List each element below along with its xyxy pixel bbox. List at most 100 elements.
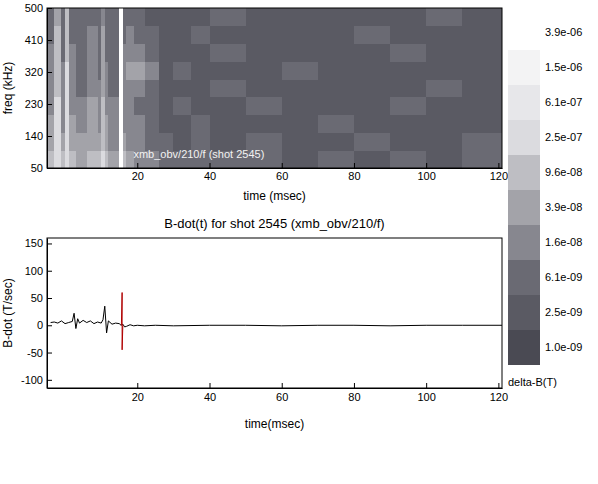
heatmap-cell xyxy=(61,26,65,44)
heatmap-cell xyxy=(98,79,102,97)
heatmap-cell xyxy=(105,26,109,44)
heatmap-cell xyxy=(426,61,463,79)
heatmap-cell xyxy=(145,115,160,133)
heatmap-cell xyxy=(210,8,247,26)
heatmap-cell xyxy=(108,115,119,133)
heatmap-cell xyxy=(426,132,463,150)
x-axis-title: time (msec) xyxy=(243,189,306,203)
heatmap-cell xyxy=(119,150,123,168)
heatmap-cell xyxy=(191,115,209,133)
heatmap-cell xyxy=(101,150,105,168)
colorbar: 3.9e-061.5e-066.1e-072.5e-079.6e-083.9e-… xyxy=(508,15,582,389)
colorbar-tick-label: 3.9e-08 xyxy=(545,201,582,213)
heatmap-cell xyxy=(87,115,98,133)
x-tick-label: 80 xyxy=(348,170,360,182)
heatmap-cell xyxy=(105,115,109,133)
heatmap-cell xyxy=(65,61,69,79)
heatmap-cell xyxy=(145,26,160,44)
y-tick: 230 xyxy=(25,98,52,110)
colorbar-tick-label: 3.9e-06 xyxy=(545,26,582,38)
y-tick: 500 xyxy=(25,2,52,14)
y-tick-mark xyxy=(47,325,52,326)
heatmap-cell xyxy=(159,26,174,44)
heatmap-cell xyxy=(76,61,87,79)
heatmap-cell xyxy=(462,79,502,97)
heatmap-cell xyxy=(119,8,123,26)
x-tick-mark xyxy=(282,163,283,168)
x-tick: 100 xyxy=(417,163,435,182)
heatmap-cell xyxy=(101,97,105,115)
heatmap-cell xyxy=(65,115,69,133)
heatmap-cell xyxy=(159,61,174,79)
heatmap-cell xyxy=(318,61,355,79)
y-tick-label: 100 xyxy=(25,265,43,277)
x-tick-mark xyxy=(210,383,211,388)
heatmap-cell xyxy=(354,26,391,44)
heatmap-cell xyxy=(123,61,127,79)
chart-svg: 2040608010012050140230320410500time (mse… xyxy=(0,0,598,484)
heatmap-cell xyxy=(354,79,391,97)
heatmap-cell xyxy=(108,8,119,26)
y-tick-label: 140 xyxy=(25,130,43,142)
heatmap-cell xyxy=(426,8,463,26)
heatmap-cell xyxy=(126,44,134,62)
heatmap-cell xyxy=(87,79,98,97)
plot-frame xyxy=(47,8,502,168)
heatmap-cell xyxy=(54,79,62,97)
y-axis-title: B-dot (T/sec) xyxy=(1,278,15,347)
heatmap-cell xyxy=(119,97,123,115)
heatmap-cell xyxy=(54,26,62,44)
heatmap-cell xyxy=(282,79,319,97)
x-tick-mark xyxy=(426,383,427,388)
heatmap-cell xyxy=(87,150,98,168)
heatmap-cell xyxy=(108,132,119,150)
colorbar-tick-label: 6.1e-07 xyxy=(545,96,582,108)
x-tick-label: 100 xyxy=(417,391,435,403)
heatmap-cell xyxy=(105,132,109,150)
heatmap-cell xyxy=(390,132,427,150)
colorbar-box xyxy=(508,225,540,260)
heatmap-cell xyxy=(65,132,69,150)
heatmap-cell xyxy=(318,132,355,150)
heatmap-cell xyxy=(191,8,209,26)
heatmap-cell xyxy=(54,150,62,168)
heatmap-cell xyxy=(354,97,391,115)
x-tick: 40 xyxy=(204,383,216,403)
x-tick: 20 xyxy=(132,163,144,182)
heatmap-cell xyxy=(318,115,355,133)
heatmap-cell xyxy=(246,97,283,115)
heatmap-cell xyxy=(282,115,319,133)
y-tick: 140 xyxy=(25,130,52,142)
heatmap-cell xyxy=(462,26,502,44)
heatmap-cell xyxy=(98,97,102,115)
heatmap-cell xyxy=(54,132,62,150)
heatmap-cell xyxy=(54,44,62,62)
heatmap-cell xyxy=(123,79,127,97)
heatmap-cell xyxy=(462,61,502,79)
heatmap-cell xyxy=(145,79,160,97)
y-tick-mark xyxy=(47,72,52,73)
heatmap-cell xyxy=(108,61,119,79)
heatmap-cell xyxy=(159,115,174,133)
heatmap-cell xyxy=(126,115,134,133)
colorbar-box xyxy=(508,190,540,225)
heatmap-cell xyxy=(47,150,55,168)
heatmap-cell xyxy=(123,26,127,44)
heatmap-cell xyxy=(87,61,98,79)
x-axis: 20406080100120 xyxy=(48,383,509,403)
x-tick: 60 xyxy=(276,383,288,403)
heatmap-cell xyxy=(318,97,355,115)
x-tick-label: 120 xyxy=(490,170,508,182)
x-tick-mark xyxy=(426,163,427,168)
heatmap-cell xyxy=(69,61,77,79)
heatmap-cell xyxy=(173,26,191,44)
heatmap-cell xyxy=(61,79,65,97)
heatmap-cell xyxy=(191,97,209,115)
x-tick-mark xyxy=(354,163,355,168)
heatmap-cell xyxy=(134,8,145,26)
x-axis-line xyxy=(48,388,503,389)
y-tick-mark xyxy=(47,353,52,354)
heatmap-cell xyxy=(101,115,105,133)
y-tick: 410 xyxy=(25,34,52,46)
x-tick-mark xyxy=(354,383,355,388)
